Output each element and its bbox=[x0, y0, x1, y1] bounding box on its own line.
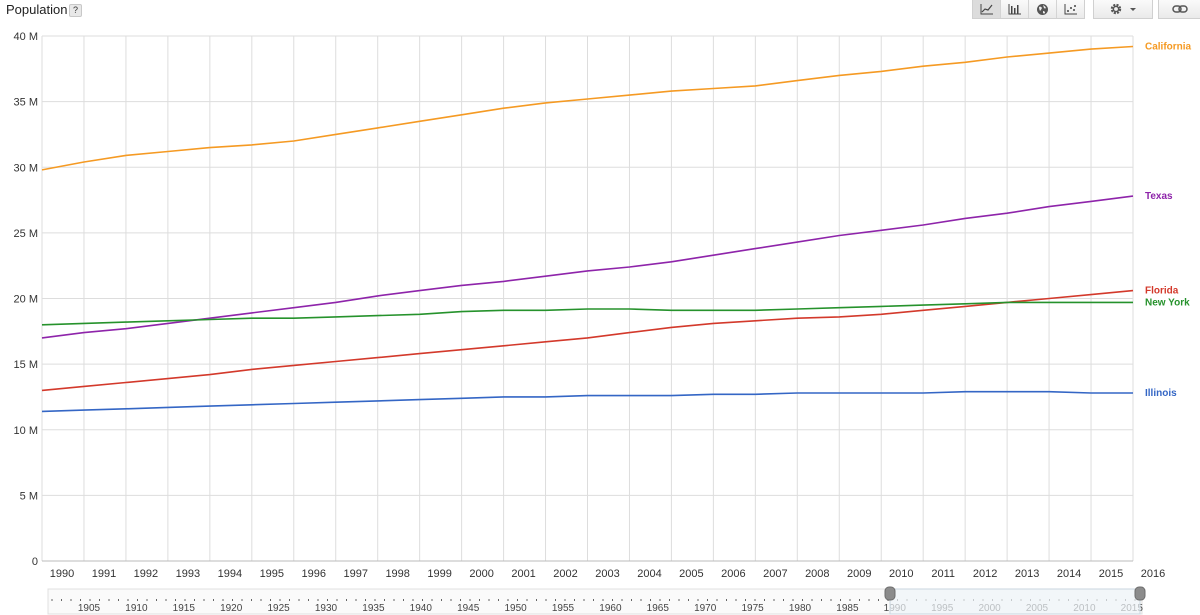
series-line-new-york[interactable] bbox=[41, 301, 1133, 326]
navigator-year-label: 1970 bbox=[694, 603, 717, 614]
navigator-year-label: 1905 bbox=[78, 603, 101, 614]
x-axis: 1990 1991 1992 1993 1994 1995 1996 1997 1998 1999… bbox=[50, 568, 1165, 580]
x-tick-label: 2001 bbox=[511, 568, 535, 580]
x-tick-label: 2007 bbox=[763, 568, 787, 580]
series-line-california[interactable] bbox=[41, 45, 1134, 171]
x-tick-label: 2016 bbox=[1141, 568, 1165, 580]
chart-type-toolbar bbox=[972, 0, 1085, 19]
x-tick-label: 1992 bbox=[134, 568, 158, 580]
x-tick-label: 2009 bbox=[847, 568, 871, 580]
x-tick-label: 1994 bbox=[218, 568, 242, 580]
series-line-florida[interactable] bbox=[41, 289, 1134, 392]
x-tick-label: 1999 bbox=[427, 568, 451, 580]
series-line-texas[interactable] bbox=[41, 195, 1134, 339]
series-label-texas: Texas bbox=[1145, 191, 1173, 202]
time-navigator[interactable]: 1905 1910 1915 1920 1925 1930 1935 1940 1945 1950… bbox=[47, 586, 1146, 615]
navigator-year-label: 1960 bbox=[599, 603, 622, 614]
navigator-left-handle[interactable] bbox=[884, 586, 896, 601]
help-button[interactable]: ? bbox=[69, 4, 82, 17]
x-tick-label: 2004 bbox=[637, 568, 661, 580]
navigator-year-label: 1930 bbox=[315, 603, 338, 614]
y-tick-label: 15 M bbox=[14, 359, 38, 371]
settings-button[interactable] bbox=[1094, 0, 1152, 18]
scatter-chart-icon bbox=[1064, 4, 1077, 15]
navigator-year-label: 1925 bbox=[267, 603, 290, 614]
series-line-illinois[interactable] bbox=[41, 390, 1133, 413]
navigator-year-label: 1935 bbox=[362, 603, 385, 614]
x-tick-label: 1998 bbox=[385, 568, 409, 580]
x-tick-label: 1997 bbox=[343, 568, 367, 580]
y-tick-label: 30 M bbox=[14, 162, 38, 174]
navigator-year-label: 1965 bbox=[647, 603, 670, 614]
navigator-year-label: 1980 bbox=[789, 603, 812, 614]
link-button[interactable] bbox=[1159, 0, 1200, 18]
map-chart-button[interactable] bbox=[1028, 0, 1056, 18]
line-chart-icon bbox=[980, 4, 993, 15]
x-tick-label: 1993 bbox=[176, 568, 200, 580]
bar-chart-icon bbox=[1008, 4, 1021, 15]
navigator-year-label: 1950 bbox=[504, 603, 527, 614]
chart-title: Population bbox=[6, 2, 68, 17]
globe-icon bbox=[1037, 3, 1048, 15]
scatter-chart-button[interactable] bbox=[1056, 0, 1084, 18]
line-chart-button[interactable] bbox=[973, 0, 1000, 18]
x-tick-label: 2010 bbox=[889, 568, 913, 580]
bar-chart-button[interactable] bbox=[1000, 0, 1028, 18]
x-tick-label: 1996 bbox=[302, 568, 326, 580]
x-tick-label: 2014 bbox=[1057, 568, 1081, 580]
x-tick-label: 1991 bbox=[92, 568, 116, 580]
y-tick-label: 0 bbox=[32, 556, 38, 568]
settings-toolbar bbox=[1093, 0, 1153, 19]
navigator-selected-range[interactable] bbox=[889, 588, 1141, 615]
x-tick-label: 2006 bbox=[721, 568, 745, 580]
link-icon bbox=[1172, 5, 1188, 13]
series-lines bbox=[41, 45, 1134, 413]
series-label-florida: Florida bbox=[1145, 286, 1179, 297]
y-tick-label: 35 M bbox=[14, 97, 38, 109]
navigator-year-label: 1910 bbox=[125, 603, 148, 614]
navigator-year-label: 1985 bbox=[836, 603, 859, 614]
y-axis: 0 5 M 10 M 15 M 20 M 25 M 30 M 35 M 40 M bbox=[14, 31, 38, 568]
y-tick-label: 5 M bbox=[20, 490, 38, 502]
y-tick-label: 25 M bbox=[14, 228, 38, 240]
series-label-illinois: Illinois bbox=[1145, 388, 1177, 399]
series-label-california: California bbox=[1145, 42, 1192, 53]
x-tick-label: 2015 bbox=[1099, 568, 1123, 580]
navigator-year-label: 1945 bbox=[457, 603, 480, 614]
navigator-year-label: 1955 bbox=[552, 603, 575, 614]
navigator-year-label: 1920 bbox=[220, 603, 243, 614]
x-tick-label: 1995 bbox=[260, 568, 284, 580]
x-tick-label: 2011 bbox=[931, 568, 955, 580]
y-tick-label: 10 M bbox=[14, 425, 38, 437]
navigator-year-label: 1975 bbox=[741, 603, 764, 614]
y-tick-label: 40 M bbox=[14, 31, 38, 43]
x-tick-label: 1990 bbox=[50, 568, 74, 580]
navigator-year-label: 1940 bbox=[410, 603, 433, 614]
y-tick-label: 20 M bbox=[14, 294, 38, 306]
x-tick-label: 2008 bbox=[805, 568, 829, 580]
x-tick-label: 2012 bbox=[973, 568, 997, 580]
grid bbox=[41, 35, 1134, 562]
x-tick-label: 2005 bbox=[679, 568, 703, 580]
series-label-new-york: New York bbox=[1145, 297, 1190, 308]
link-toolbar bbox=[1158, 0, 1200, 19]
x-tick-label: 2003 bbox=[595, 568, 619, 580]
x-tick-label: 2002 bbox=[553, 568, 577, 580]
navigator-right-handle[interactable] bbox=[1134, 586, 1146, 601]
x-tick-label: 2013 bbox=[1015, 568, 1039, 580]
x-tick-label: 2000 bbox=[469, 568, 493, 580]
gear-icon bbox=[1110, 3, 1136, 15]
navigator-year-label: 1915 bbox=[173, 603, 196, 614]
